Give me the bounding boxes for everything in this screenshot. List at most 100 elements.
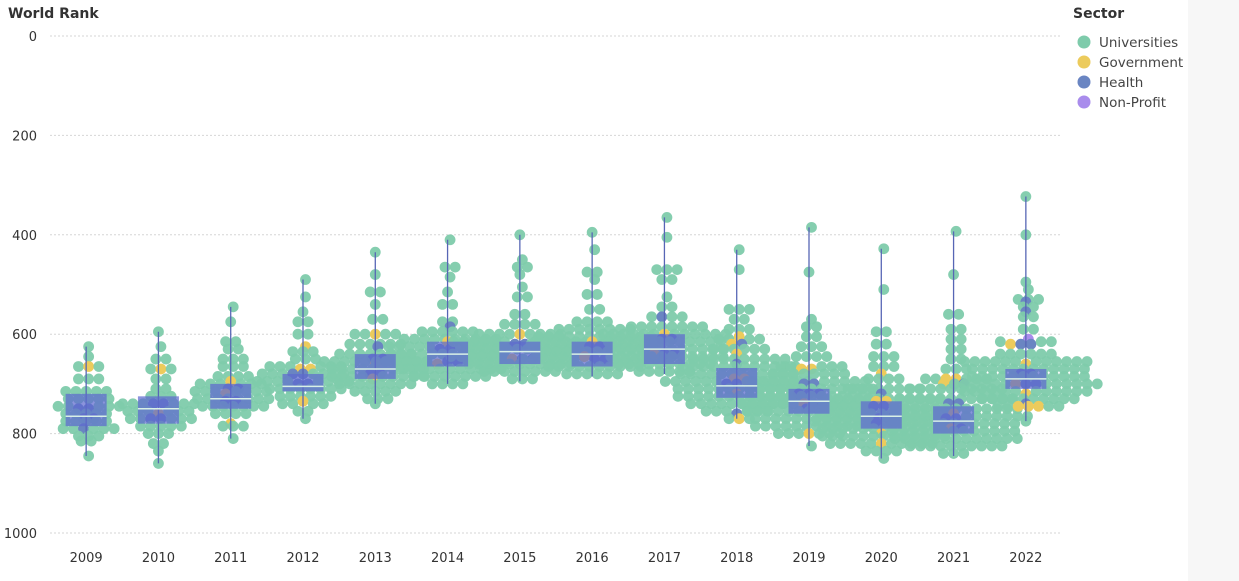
point-universities[interactable] — [656, 301, 668, 313]
point-universities[interactable] — [977, 393, 988, 405]
point-universities[interactable] — [733, 264, 745, 275]
point-universities[interactable] — [613, 358, 624, 370]
point-universities[interactable] — [633, 366, 645, 377]
point-universities[interactable] — [989, 378, 1001, 390]
point-universities[interactable] — [1048, 363, 1060, 375]
point-universities[interactable] — [220, 408, 232, 420]
point-universities[interactable] — [447, 378, 459, 390]
point-universities[interactable] — [685, 398, 697, 410]
point-universities[interactable] — [809, 415, 821, 427]
point-universities[interactable] — [893, 383, 905, 395]
point-universities[interactable] — [318, 398, 329, 410]
point-universities[interactable] — [965, 440, 977, 452]
point-universities[interactable] — [925, 393, 936, 405]
point-universities[interactable] — [808, 368, 820, 380]
point-universities[interactable] — [783, 428, 794, 439]
point-universities[interactable] — [935, 383, 947, 395]
point-universities[interactable] — [769, 353, 781, 365]
point-universities[interactable] — [326, 371, 338, 382]
point-universities[interactable] — [563, 323, 575, 335]
point-universities[interactable] — [687, 353, 699, 365]
point-universities[interactable] — [824, 438, 836, 449]
point-universities[interactable] — [821, 351, 833, 362]
point-universities[interactable] — [958, 448, 970, 459]
point-universities[interactable] — [798, 368, 810, 380]
point-universities[interactable] — [516, 281, 528, 293]
point-universities[interactable] — [1043, 400, 1055, 412]
point-universities[interactable] — [979, 378, 991, 390]
point-universities[interactable] — [744, 333, 755, 345]
point-universities[interactable] — [646, 311, 658, 323]
point-universities[interactable] — [437, 298, 448, 310]
point-universities[interactable] — [300, 413, 311, 425]
point-universities[interactable] — [943, 308, 954, 320]
point-universities[interactable] — [806, 221, 817, 233]
point-universities[interactable] — [811, 331, 822, 343]
point-universities[interactable] — [666, 274, 678, 285]
point-universities[interactable] — [522, 261, 533, 273]
point-universities[interactable] — [522, 291, 533, 303]
box-2020[interactable] — [860, 401, 902, 429]
point-universities[interactable] — [470, 371, 481, 382]
point-universities[interactable] — [953, 308, 965, 320]
point-universities[interactable] — [914, 393, 926, 405]
point-universities[interactable] — [767, 368, 779, 380]
point-universities[interactable] — [955, 343, 967, 355]
point-universities[interactable] — [842, 383, 854, 395]
point-universities[interactable] — [499, 318, 510, 330]
point-universities[interactable] — [930, 373, 942, 385]
point-universities[interactable] — [977, 363, 988, 375]
point-universities[interactable] — [145, 363, 157, 375]
point-universities[interactable] — [750, 413, 761, 425]
box-2015[interactable] — [499, 341, 541, 365]
point-universities[interactable] — [988, 418, 1000, 430]
point-universities[interactable] — [878, 351, 890, 362]
point-universities[interactable] — [326, 363, 338, 375]
point-universities[interactable] — [390, 385, 402, 397]
point-universities[interactable] — [437, 316, 448, 328]
point-universities[interactable] — [780, 413, 792, 425]
point-universities[interactable] — [529, 318, 541, 330]
box-2010[interactable] — [137, 396, 179, 424]
point-universities[interactable] — [708, 353, 720, 365]
box-2009[interactable] — [65, 393, 107, 427]
point-universities[interactable] — [945, 333, 957, 345]
point-universities[interactable] — [561, 368, 573, 380]
point-universities[interactable] — [344, 338, 356, 350]
point-universities[interactable] — [1068, 393, 1080, 405]
box-2013[interactable] — [354, 354, 396, 379]
point-universities[interactable] — [380, 328, 391, 340]
point-universities[interactable] — [950, 363, 962, 375]
point-universities[interactable] — [349, 328, 361, 340]
point-universities[interactable] — [847, 423, 859, 435]
point-universities[interactable] — [382, 393, 394, 405]
point-universities[interactable] — [868, 351, 879, 362]
point-universities[interactable] — [83, 373, 95, 385]
point-universities[interactable] — [364, 286, 376, 298]
point-universities[interactable] — [160, 353, 172, 365]
point-universities[interactable] — [801, 331, 812, 343]
point-universities[interactable] — [1071, 378, 1083, 390]
point-universities[interactable] — [969, 378, 981, 390]
point-universities[interactable] — [227, 361, 239, 372]
point-universities[interactable] — [73, 361, 84, 372]
point-universities[interactable] — [581, 289, 593, 300]
point-universities[interactable] — [108, 423, 120, 435]
point-universities[interactable] — [447, 298, 459, 310]
point-universities[interactable] — [258, 400, 270, 412]
point-universities[interactable] — [1028, 323, 1039, 335]
point-universities[interactable] — [73, 373, 84, 385]
point-universities[interactable] — [863, 373, 874, 385]
point-universities[interactable] — [444, 234, 456, 246]
point-universities[interactable] — [811, 351, 822, 362]
point-universities[interactable] — [1017, 323, 1029, 335]
point-universities[interactable] — [883, 373, 895, 385]
point-universities[interactable] — [817, 430, 828, 442]
point-universities[interactable] — [959, 378, 971, 390]
point-universities[interactable] — [723, 413, 735, 425]
point-universities[interactable] — [543, 361, 555, 372]
point-universities[interactable] — [227, 301, 239, 313]
point-universities[interactable] — [817, 423, 828, 435]
point-universities[interactable] — [426, 378, 438, 390]
point-universities[interactable] — [511, 291, 523, 303]
